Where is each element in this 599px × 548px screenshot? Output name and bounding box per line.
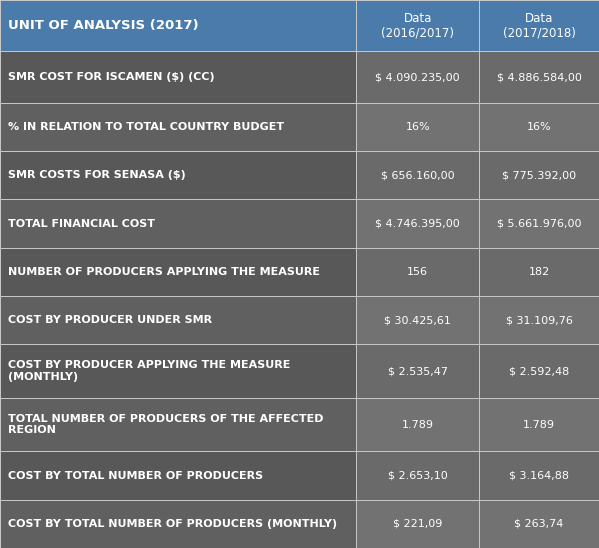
Text: $ 31.109,76: $ 31.109,76 — [506, 315, 573, 326]
Bar — [479, 452, 599, 500]
Bar — [0, 296, 356, 345]
Bar — [0, 452, 356, 500]
Text: % IN RELATION TO TOTAL COUNTRY BUDGET: % IN RELATION TO TOTAL COUNTRY BUDGET — [8, 122, 284, 132]
Text: $ 30.425,61: $ 30.425,61 — [385, 315, 451, 326]
Bar — [479, 103, 599, 151]
Text: NUMBER OF PRODUCERS APPLYING THE MEASURE: NUMBER OF PRODUCERS APPLYING THE MEASURE — [8, 267, 320, 277]
Text: 1.789: 1.789 — [523, 420, 555, 430]
Text: $ 4.886.584,00: $ 4.886.584,00 — [497, 72, 582, 82]
Bar — [356, 452, 479, 500]
Bar — [479, 0, 599, 52]
Bar — [479, 151, 599, 199]
Text: TOTAL FINANCIAL COST: TOTAL FINANCIAL COST — [8, 219, 155, 229]
Bar — [479, 398, 599, 452]
Bar — [0, 500, 356, 548]
Text: $ 2.535,47: $ 2.535,47 — [388, 366, 448, 376]
Bar — [479, 199, 599, 248]
Text: 16%: 16% — [527, 122, 552, 132]
Text: 182: 182 — [528, 267, 550, 277]
Text: $ 5.661.976,00: $ 5.661.976,00 — [497, 219, 582, 229]
Bar — [356, 248, 479, 296]
Text: 1.789: 1.789 — [402, 420, 434, 430]
Bar — [0, 248, 356, 296]
Bar — [356, 151, 479, 199]
Text: $ 221,09: $ 221,09 — [393, 519, 443, 529]
Bar — [0, 199, 356, 248]
Text: 156: 156 — [407, 267, 428, 277]
Text: $ 4.090.235,00: $ 4.090.235,00 — [376, 72, 460, 82]
Bar — [0, 0, 356, 52]
Text: $ 2.653,10: $ 2.653,10 — [388, 471, 447, 481]
Text: $ 4.746.395,00: $ 4.746.395,00 — [376, 219, 460, 229]
Text: $ 656.160,00: $ 656.160,00 — [381, 170, 455, 180]
Text: COST BY TOTAL NUMBER OF PRODUCERS (MONTHLY): COST BY TOTAL NUMBER OF PRODUCERS (MONTH… — [8, 519, 337, 529]
Text: SMR COST FOR ISCAMEN ($) (CC): SMR COST FOR ISCAMEN ($) (CC) — [8, 72, 214, 82]
Text: Data
(2016/2017): Data (2016/2017) — [382, 12, 454, 39]
Bar — [356, 345, 479, 398]
Text: COST BY PRODUCER APPLYING THE MEASURE
(MONTHLY): COST BY PRODUCER APPLYING THE MEASURE (M… — [8, 361, 291, 382]
Text: UNIT OF ANALYSIS (2017): UNIT OF ANALYSIS (2017) — [8, 19, 199, 32]
Bar — [356, 500, 479, 548]
Bar — [356, 199, 479, 248]
Bar — [0, 52, 356, 103]
Bar — [479, 345, 599, 398]
Text: 16%: 16% — [406, 122, 430, 132]
Bar — [0, 151, 356, 199]
Text: TOTAL NUMBER OF PRODUCERS OF THE AFFECTED
REGION: TOTAL NUMBER OF PRODUCERS OF THE AFFECTE… — [8, 414, 323, 436]
Text: SMR COSTS FOR SENASA ($): SMR COSTS FOR SENASA ($) — [8, 170, 186, 180]
Bar — [356, 296, 479, 345]
Bar — [0, 103, 356, 151]
Text: COST BY TOTAL NUMBER OF PRODUCERS: COST BY TOTAL NUMBER OF PRODUCERS — [8, 471, 263, 481]
Text: $ 775.392,00: $ 775.392,00 — [502, 170, 576, 180]
Text: $ 2.592,48: $ 2.592,48 — [509, 366, 569, 376]
Bar — [479, 500, 599, 548]
Text: $ 263,74: $ 263,74 — [515, 519, 564, 529]
Text: $ 3.164,88: $ 3.164,88 — [509, 471, 569, 481]
Bar — [356, 103, 479, 151]
Bar — [0, 345, 356, 398]
Bar — [356, 398, 479, 452]
Bar — [479, 248, 599, 296]
Bar — [479, 296, 599, 345]
Text: Data
(2017/2018): Data (2017/2018) — [503, 12, 576, 39]
Bar — [356, 52, 479, 103]
Bar — [479, 52, 599, 103]
Bar — [356, 0, 479, 52]
Bar — [0, 398, 356, 452]
Text: COST BY PRODUCER UNDER SMR: COST BY PRODUCER UNDER SMR — [8, 315, 212, 326]
